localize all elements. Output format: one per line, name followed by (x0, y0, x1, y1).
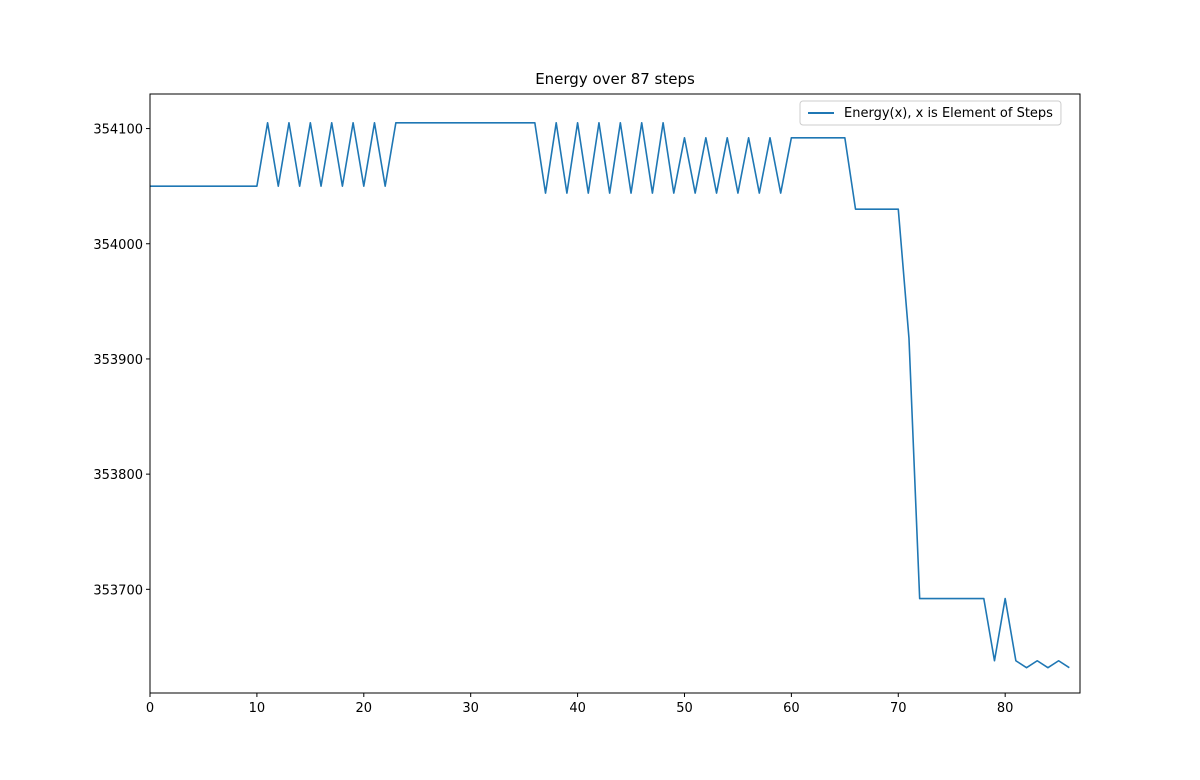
y-tick-label: 354100 (93, 123, 143, 138)
x-tick-label: 40 (569, 701, 586, 716)
chart-title: Energy over 87 steps (535, 70, 695, 88)
legend: Energy(x), x is Element of Steps (799, 100, 1062, 126)
legend-box (799, 100, 1062, 126)
x-tick-label: 50 (676, 701, 693, 716)
y-tick-label: 353800 (93, 468, 143, 483)
legend-label: Energy(x), x is Element of Steps (844, 106, 1053, 121)
series-line (150, 122, 1070, 669)
y-tick-label: 353700 (93, 583, 143, 598)
x-tick-label: 10 (249, 701, 266, 716)
x-tick-label: 0 (146, 701, 154, 716)
x-tick-label: 20 (356, 701, 373, 716)
x-tick-label: 80 (997, 701, 1014, 716)
plot-frame (149, 93, 1081, 694)
plot-area (150, 122, 1070, 669)
y-tick-label: 353900 (93, 353, 143, 368)
axes: 0 10 20 30 40 50 60 70 80 353700 353800 353900 35400… (93, 93, 1081, 716)
x-tick-label: 70 (890, 701, 907, 716)
x-tick-label: 30 (462, 701, 479, 716)
x-tick-label: 60 (783, 701, 800, 716)
y-tick-label: 354000 (93, 238, 143, 253)
